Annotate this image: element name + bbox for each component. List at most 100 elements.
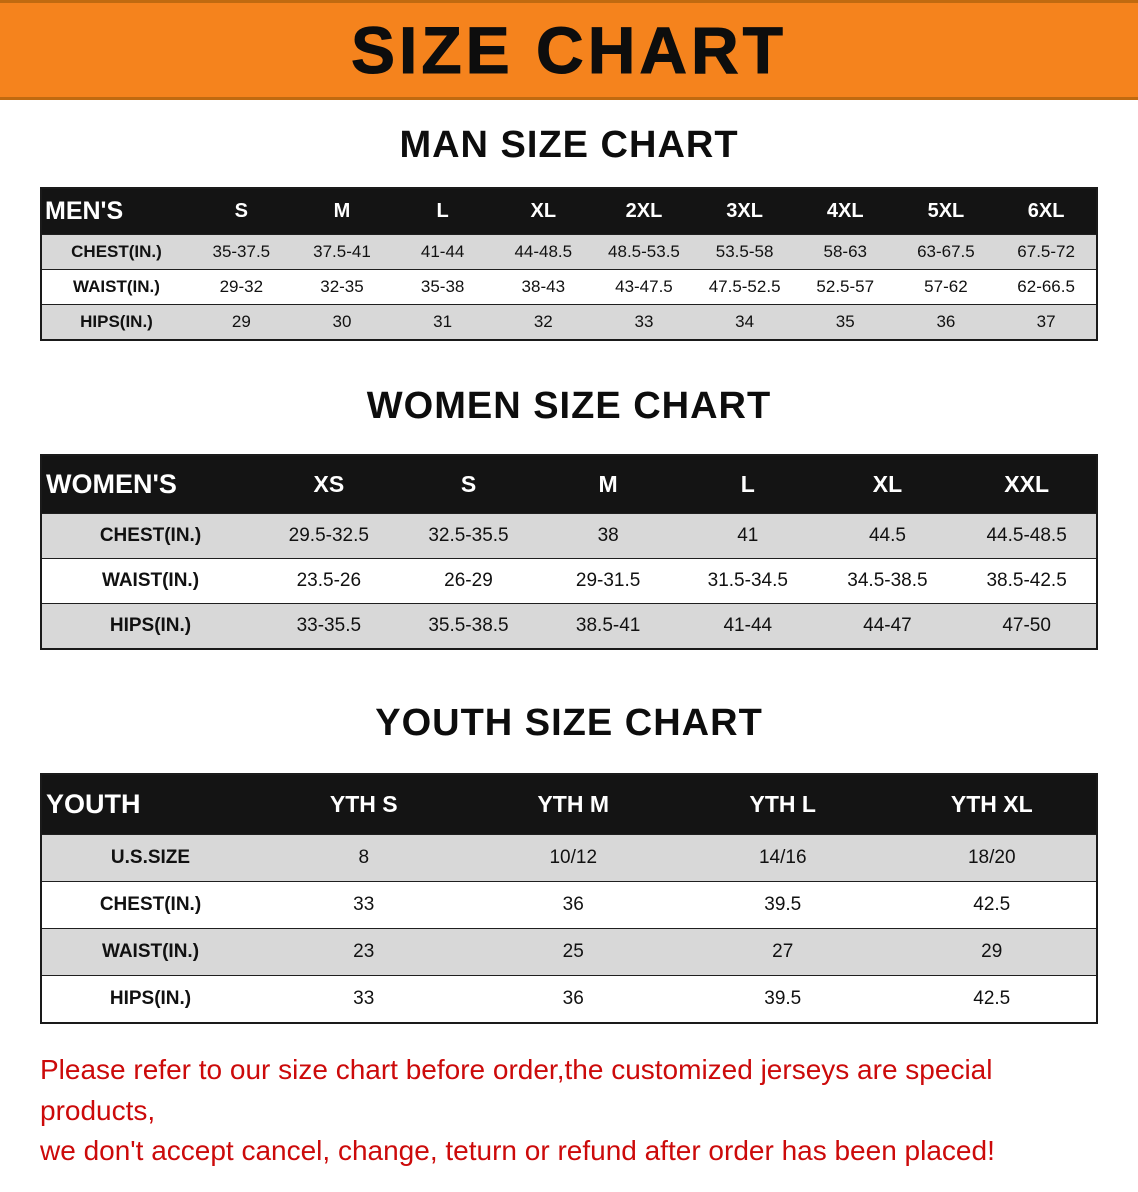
size-cell: 34 xyxy=(694,304,795,340)
table-row: WAIST(IN.) 23 25 27 29 xyxy=(41,928,1097,976)
title-banner: SIZE CHART xyxy=(0,0,1138,100)
size-cell: 31.5-34.5 xyxy=(677,558,818,604)
table-row: CHEST(IN.) 29.5-32.5 32.5-35.5 38 41 44.5 44.5… xyxy=(41,513,1097,559)
disclaimer-line-2: we don't accept cancel, change, teturn o… xyxy=(40,1135,995,1167)
size-cell: 63-67.5 xyxy=(895,234,997,270)
size-cell: 29 xyxy=(191,304,292,340)
size-cell: 35 xyxy=(794,304,896,340)
youth-size-table: YOUTH YTH S YTH M YTH L YTH XL U.S.SIZE 8 10/12… xyxy=(40,773,1098,1024)
size-cell: 35-38 xyxy=(392,269,493,305)
size-cell: 41-44 xyxy=(677,603,818,649)
footer-disclaimer: Please refer to our size chart before or… xyxy=(40,1050,1098,1172)
table-corner-label: WOMEN'S xyxy=(46,469,177,499)
size-column-header: 6XL xyxy=(1027,200,1065,222)
size-cell: 42.5 xyxy=(887,975,1097,1023)
youth-table-wrap: YOUTH YTH S YTH M YTH L YTH XL U.S.SIZE 8 10/12… xyxy=(0,773,1138,1024)
size-cell: 44-47 xyxy=(817,603,958,649)
women-section-heading: WOMEN SIZE CHART xyxy=(366,385,772,427)
size-cell: 44.5 xyxy=(817,513,958,559)
size-cell: 14/16 xyxy=(678,834,888,882)
youth-size-section: YOUTH SIZE CHART YOUTH YTH S YTH M YTH L YTH… xyxy=(0,702,1138,1024)
size-column-header: 2XL xyxy=(625,200,663,222)
size-cell: 38-43 xyxy=(492,269,594,305)
size-cell: 39.5 xyxy=(678,881,888,929)
page-title: SIZE CHART xyxy=(351,13,787,88)
size-cell: 8 xyxy=(259,834,469,882)
size-cell: 41 xyxy=(677,513,818,559)
table-header-row: MEN'S S M L XL 2XL 3XL 4XL 5XL 6XL xyxy=(41,188,1097,235)
size-cell: 29-32 xyxy=(191,269,292,305)
size-cell: 25 xyxy=(468,928,678,976)
table-corner-label: YOUTH xyxy=(46,789,141,819)
size-column-header: 4XL xyxy=(826,200,864,222)
row-label: U.S.SIZE xyxy=(41,834,259,882)
size-cell: 44.5-48.5 xyxy=(957,513,1097,559)
table-row: CHEST(IN.) 33 36 39.5 42.5 xyxy=(41,881,1097,929)
size-cell: 18/20 xyxy=(887,834,1097,882)
size-column-header: XS xyxy=(313,471,345,497)
row-label: HIPS(IN.) xyxy=(41,975,259,1023)
women-table-wrap: WOMEN'S XS S M L XL XXL CHEST(IN.) 29.5-32.5 32.5… xyxy=(0,454,1138,650)
size-cell: 36 xyxy=(895,304,997,340)
size-cell: 47.5-52.5 xyxy=(694,269,795,305)
size-cell: 53.5-58 xyxy=(694,234,795,270)
size-cell: 62-66.5 xyxy=(996,269,1097,305)
size-cell: 34.5-38.5 xyxy=(817,558,958,604)
size-column-header: YTH XL xyxy=(950,791,1033,817)
size-column-header: YTH M xyxy=(537,791,610,817)
size-cell: 58-63 xyxy=(794,234,896,270)
table-row: U.S.SIZE 8 10/12 14/16 18/20 xyxy=(41,834,1097,882)
size-cell: 29 xyxy=(887,928,1097,976)
size-cell: 33 xyxy=(259,975,469,1023)
size-cell: 37 xyxy=(996,304,1097,340)
size-cell: 32 xyxy=(492,304,594,340)
size-column-header: YTH L xyxy=(749,791,816,817)
row-label: CHEST(IN.) xyxy=(41,234,191,270)
size-column-header: M xyxy=(333,200,351,222)
size-column-header: 5XL xyxy=(927,200,965,222)
size-cell: 37.5-41 xyxy=(291,234,393,270)
size-cell: 52.5-57 xyxy=(794,269,896,305)
table-header-row: YOUTH YTH S YTH M YTH L YTH XL xyxy=(41,774,1097,835)
table-header-row: WOMEN'S XS S M L XL XXL xyxy=(41,455,1097,514)
size-column-header: S xyxy=(460,471,477,497)
row-label: CHEST(IN.) xyxy=(41,513,259,559)
size-cell: 48.5-53.5 xyxy=(593,234,695,270)
size-cell: 33 xyxy=(593,304,695,340)
size-column-header: YTH S xyxy=(329,791,398,817)
size-column-header: L xyxy=(436,200,449,222)
size-cell: 38.5-41 xyxy=(538,603,678,649)
table-row: HIPS(IN.) 29 30 31 32 33 34 35 36 37 xyxy=(41,304,1097,340)
table-row: HIPS(IN.) 33 36 39.5 42.5 xyxy=(41,975,1097,1023)
size-cell: 23 xyxy=(259,928,469,976)
table-row: HIPS(IN.) 33-35.5 35.5-38.5 38.5-41 41-44 44-… xyxy=(41,603,1097,649)
men-table-wrap: MEN'S S M L XL 2XL 3XL 4XL 5XL 6XL CHEST(IN.) 35-37… xyxy=(0,187,1138,341)
size-cell: 67.5-72 xyxy=(996,234,1097,270)
size-cell: 35.5-38.5 xyxy=(398,603,539,649)
size-cell: 42.5 xyxy=(887,881,1097,929)
size-cell: 27 xyxy=(678,928,888,976)
disclaimer-line-1: Please refer to our size chart before or… xyxy=(40,1054,993,1126)
size-cell: 36 xyxy=(468,975,678,1023)
size-cell: 29.5-32.5 xyxy=(259,513,399,559)
size-cell: 33 xyxy=(259,881,469,929)
men-size-section: MAN SIZE CHART MEN'S S M L XL 2XL 3XL 4XL 5XL 6XL… xyxy=(0,124,1138,341)
size-cell: 31 xyxy=(392,304,493,340)
size-cell: 32.5-35.5 xyxy=(398,513,539,559)
size-column-header: XXL xyxy=(1004,471,1049,497)
size-cell: 26-29 xyxy=(398,558,539,604)
size-column-header: L xyxy=(740,471,755,497)
women-size-table: WOMEN'S XS S M L XL XXL CHEST(IN.) 29.5-32.5 32.5… xyxy=(40,454,1098,650)
size-column-header: XL xyxy=(872,471,903,497)
size-cell: 35-37.5 xyxy=(191,234,292,270)
row-label: WAIST(IN.) xyxy=(41,928,259,976)
size-cell: 41-44 xyxy=(392,234,493,270)
size-cell: 57-62 xyxy=(895,269,997,305)
size-cell: 30 xyxy=(291,304,393,340)
youth-section-heading: YOUTH SIZE CHART xyxy=(375,702,763,744)
men-section-heading: MAN SIZE CHART xyxy=(399,124,739,166)
row-label: WAIST(IN.) xyxy=(41,269,191,305)
table-corner-label: MEN'S xyxy=(45,197,124,225)
men-size-table: MEN'S S M L XL 2XL 3XL 4XL 5XL 6XL CHEST(IN.) 35-37… xyxy=(40,187,1098,341)
table-row: CHEST(IN.) 35-37.5 37.5-41 41-44 44-48.5 48.5… xyxy=(41,234,1097,270)
